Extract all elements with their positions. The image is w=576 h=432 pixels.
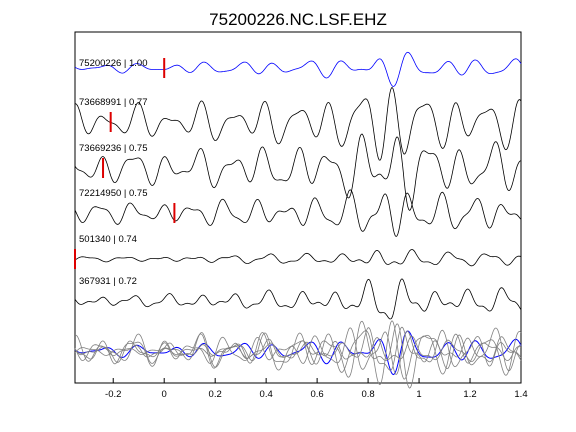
- plot-frame: [74, 31, 522, 384]
- trace-label-0: 75200226 | 1.00: [79, 58, 148, 69]
- x-tick-label: 1.4: [514, 389, 527, 400]
- overlay-line-0: [74, 330, 522, 376]
- overlay-group: [74, 320, 522, 389]
- x-tick-label: 1.2: [463, 389, 476, 400]
- overlay-line-2: [74, 320, 522, 389]
- trace-label-2: 73669236 | 0.75: [79, 143, 148, 154]
- chart-title: 75200226.NC.LSF.EHZ: [209, 10, 387, 29]
- x-tick-label: -0.2: [105, 389, 121, 400]
- trace-label-4: 501340 | 0.74: [79, 234, 137, 245]
- pick-markers: [74, 58, 176, 269]
- trace-label-5: 367931 | 0.72: [79, 276, 137, 287]
- trace-line-0: [74, 51, 522, 87]
- traces-group: [74, 51, 522, 320]
- trace-line-5: [74, 278, 522, 320]
- x-axis: -0.2 0 0.2 0.4 0.6 0.8 1 1.2 1.4: [105, 378, 528, 400]
- trace-line-1: [74, 87, 522, 161]
- overlay-line-1: [74, 320, 522, 385]
- x-tick-label: 1: [416, 389, 421, 400]
- x-tick-label: 0.6: [311, 389, 324, 400]
- trace-label-1: 73668991 | 0.77: [79, 97, 148, 108]
- x-tick-label: 0.2: [209, 389, 222, 400]
- trace-label-3: 72214950 | 0.75: [79, 188, 148, 199]
- overlay-line-5: [74, 326, 522, 371]
- trace-line-2: [74, 133, 522, 211]
- x-tick-label: 0.4: [260, 389, 273, 400]
- trace-line-4: [74, 249, 522, 267]
- x-tick-label: 0.8: [361, 389, 374, 400]
- trace-labels: 75200226 | 1.00 73668991 | 0.77 73669236 |…: [79, 58, 148, 287]
- overlay-line-4: [74, 335, 522, 363]
- trace-line-3: [74, 189, 522, 238]
- x-tick-label: 0: [162, 389, 167, 400]
